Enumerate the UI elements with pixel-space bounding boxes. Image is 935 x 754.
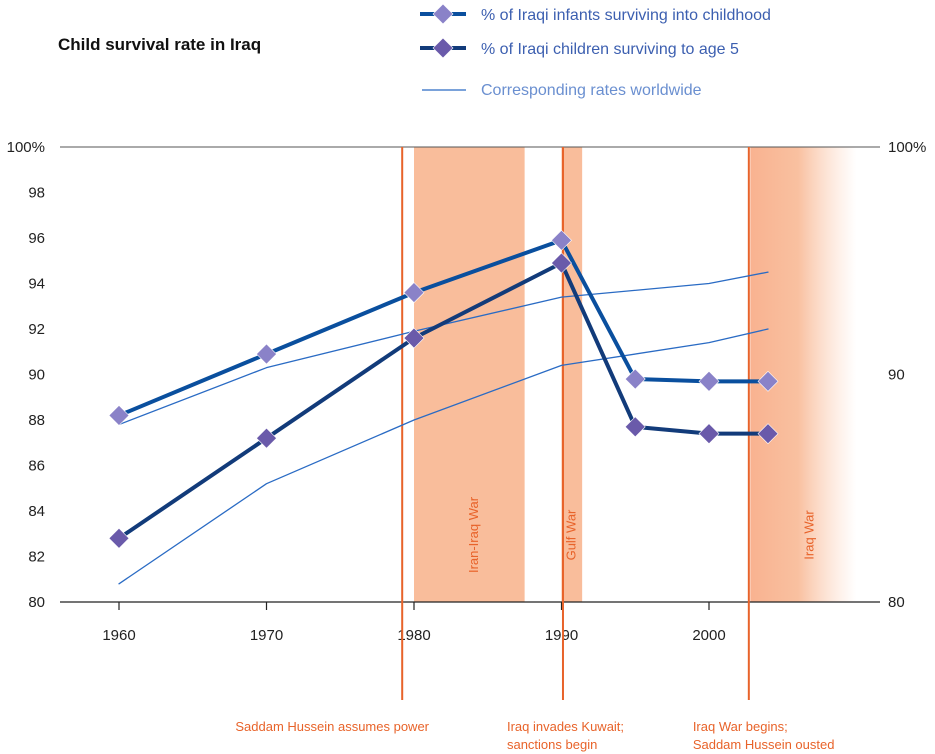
y-tick-label: 96	[28, 230, 45, 247]
data-point-marker	[757, 370, 779, 392]
legend-label: Corresponding rates worldwide	[481, 82, 702, 99]
x-tick-label: 1990	[545, 627, 578, 644]
war-period-label: Gulf War	[563, 509, 578, 560]
y-tick-label: 84	[28, 503, 45, 520]
y-right-tick-label: 100%	[888, 139, 926, 156]
event-label: sanctions begin	[507, 737, 597, 752]
world-series-line	[118, 328, 769, 585]
event-label: Iraq invades Kuwait;	[507, 719, 624, 734]
data-point-marker	[757, 423, 779, 445]
y-tick-label: 86	[28, 458, 45, 475]
war-period-label: Iraq War	[802, 510, 817, 560]
axes: 100% 98 96 94 92 90 88 86 84 82 80 100% 90 80 1960 1970…	[7, 139, 927, 644]
data-point-marker	[624, 416, 646, 438]
legend-marker	[432, 37, 454, 59]
legend: % of Iraqi infants surviving into childh…	[420, 3, 771, 99]
world-series-line	[118, 271, 769, 426]
y-tick-label: 92	[28, 321, 45, 338]
y-tick-label: 82	[28, 549, 45, 566]
y-tick-label: 80	[28, 594, 45, 611]
event-label: Saddam Hussein assumes power	[235, 719, 429, 734]
data-point-marker	[108, 405, 130, 426]
series	[108, 229, 779, 585]
data-point-marker	[551, 252, 572, 274]
event-label: Saddam Hussein ousted	[693, 737, 835, 752]
y-tick-label: 100%	[7, 139, 45, 156]
data-point-marker	[403, 282, 425, 304]
event-label: Iraq War begins;	[693, 719, 788, 734]
data-point-marker	[256, 343, 277, 365]
legend-label: % of Iraqi children surviving to age 5	[481, 41, 739, 58]
data-point-marker	[551, 229, 572, 251]
events: Saddam Hussein assumes power Iraq invades…	[235, 147, 834, 752]
data-point-marker	[624, 368, 646, 390]
chart-title: Child survival rate in Iraq	[58, 35, 261, 54]
data-point-marker	[698, 370, 720, 392]
y-tick-label: 90	[28, 367, 45, 384]
x-tick-label: 1980	[397, 627, 430, 644]
legend-marker	[432, 3, 454, 25]
war-periods: Iran-Iraq War Gulf War Iraq War	[414, 147, 857, 602]
y-tick-label: 94	[28, 276, 45, 293]
data-point-marker	[698, 423, 720, 445]
y-tick-label: 98	[28, 185, 45, 202]
legend-label: % of Iraqi infants surviving into childh…	[481, 7, 771, 24]
data-point-marker	[108, 527, 130, 549]
war-period-label: Iran-Iraq War	[466, 496, 481, 573]
data-point-marker	[256, 427, 277, 449]
x-tick-label: 2000	[692, 627, 725, 644]
data-point-marker	[403, 327, 425, 349]
y-tick-label: 88	[28, 412, 45, 429]
x-tick-label: 1960	[102, 627, 135, 644]
y-right-tick-label: 90	[888, 367, 905, 384]
war-period-band	[414, 147, 525, 602]
y-right-tick-label: 80	[888, 594, 905, 611]
x-tick-label: 1970	[250, 627, 283, 644]
